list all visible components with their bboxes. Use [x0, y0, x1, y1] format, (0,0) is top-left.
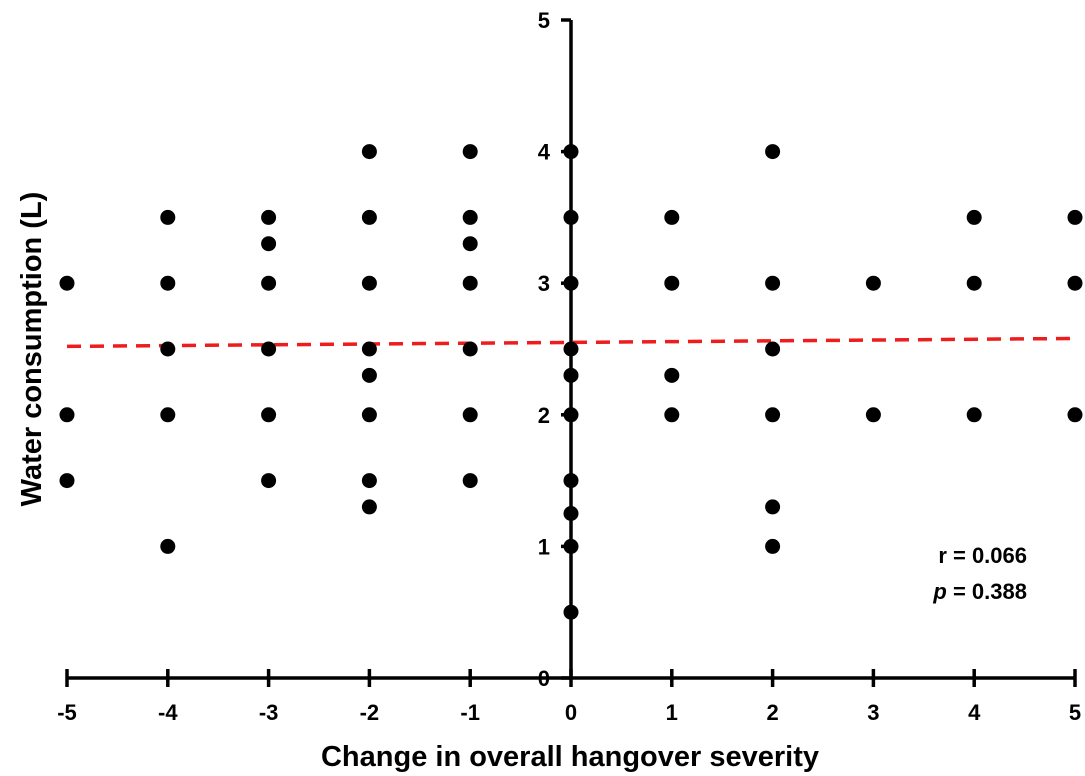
data-point [462, 407, 478, 423]
x-tick-label: 0 [565, 700, 577, 725]
data-point [765, 538, 781, 554]
x-tick-label: -2 [360, 700, 380, 725]
data-point [563, 275, 579, 291]
data-point [462, 341, 478, 357]
data-point [160, 341, 176, 357]
x-tick-labels: -5 -4 -3 -2 -1 0 1 2 3 4 5 [57, 700, 1081, 725]
p-value: = 0.388 [947, 579, 1027, 604]
data-point [765, 499, 781, 515]
data-point [361, 473, 377, 489]
data-point [361, 499, 377, 515]
data-point [563, 473, 579, 489]
y-tick-labels: 0 1 2 3 4 5 [538, 8, 551, 691]
y-axis-title: Water consumption (L) [16, 192, 48, 507]
data-point [865, 275, 881, 291]
x-tick-label: 2 [766, 700, 778, 725]
data-point [664, 275, 680, 291]
data-point [765, 341, 781, 357]
data-point [563, 144, 579, 160]
data-point [462, 275, 478, 291]
data-point [765, 275, 781, 291]
r-annotation: r = 0.066 [938, 543, 1027, 568]
data-point [563, 209, 579, 225]
data-point [563, 604, 579, 620]
data-point [1067, 209, 1083, 225]
y-tick-label: 2 [538, 403, 550, 428]
data-point [261, 209, 277, 225]
data-point [59, 407, 75, 423]
y-tick-label: 0 [538, 666, 550, 691]
data-point [59, 275, 75, 291]
data-point [966, 407, 982, 423]
y-tick-label: 4 [538, 140, 551, 165]
data-point [261, 407, 277, 423]
data-point [563, 341, 579, 357]
x-tick-label: 3 [867, 700, 879, 725]
x-tick-label: -3 [259, 700, 279, 725]
data-point [563, 538, 579, 554]
p-annotation: p = 0.388 [932, 579, 1027, 604]
data-point [966, 209, 982, 225]
data-points [59, 144, 1083, 620]
data-point [664, 407, 680, 423]
data-point [361, 275, 377, 291]
x-tick-label: 4 [968, 700, 981, 725]
data-point [664, 367, 680, 383]
data-point [664, 209, 680, 225]
data-point [361, 144, 377, 160]
data-point [765, 144, 781, 160]
data-point [160, 275, 176, 291]
data-point [261, 341, 277, 357]
x-axis-title: Change in overall hangover severity [321, 741, 819, 773]
data-point [563, 506, 579, 521]
x-tick-label: 5 [1069, 700, 1081, 725]
data-point [563, 367, 579, 383]
x-tick-label: 1 [666, 700, 678, 725]
data-point [966, 275, 982, 291]
data-point [261, 473, 277, 489]
y-tick-label: 5 [538, 8, 550, 33]
data-point [462, 473, 478, 489]
trendline [66, 336, 1076, 349]
x-tick-label: -5 [57, 700, 77, 725]
data-point [1067, 407, 1083, 423]
data-point [462, 209, 478, 225]
x-tick-label: -1 [460, 700, 480, 725]
data-point [361, 367, 377, 383]
x-tick-label: -4 [158, 700, 178, 725]
data-point [160, 407, 176, 423]
y-tick-label: 1 [538, 534, 550, 559]
data-point [361, 341, 377, 357]
data-point [563, 407, 579, 423]
data-point [160, 209, 176, 225]
data-point [59, 473, 75, 489]
p-symbol: p [932, 579, 946, 604]
data-point [261, 236, 277, 252]
data-point [361, 209, 377, 225]
trendline-layer [66, 336, 1076, 349]
data-point [865, 407, 881, 423]
data-point [160, 538, 176, 554]
data-point [462, 144, 478, 160]
data-point [462, 236, 478, 252]
data-point [765, 407, 781, 423]
data-point [361, 407, 377, 423]
y-tick-label: 3 [538, 271, 550, 296]
data-point [261, 275, 277, 291]
data-point [1067, 275, 1083, 291]
